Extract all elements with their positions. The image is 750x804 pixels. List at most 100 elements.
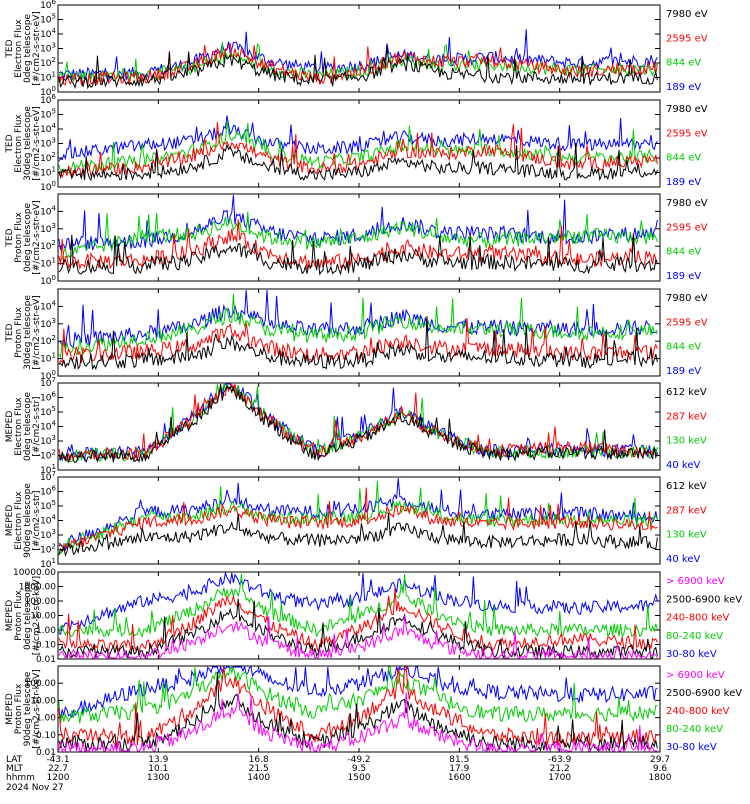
panel-frame xyxy=(57,382,661,471)
series-2595-ev xyxy=(58,219,658,271)
legend-entry: 2595 eV xyxy=(666,128,708,139)
series-844-ev xyxy=(58,293,658,358)
y-axis-label: [#/cm2-s-str-keV] xyxy=(32,576,42,655)
panel-1 xyxy=(57,4,661,93)
x-tick-mlt: 22.7 xyxy=(48,764,68,774)
y-tick-label: 106 xyxy=(40,485,56,498)
y-tick-label: 102 xyxy=(40,449,56,462)
y-axis-label: [#/cm2-s-str] xyxy=(32,490,42,550)
y-axis-label: TED xyxy=(5,228,15,247)
legend-entry: 30-80 keV xyxy=(666,649,717,660)
x-tick-lat: -43.1 xyxy=(46,755,69,765)
y-tick-label: 103 xyxy=(40,528,56,541)
y-axis-label: Electron Flux xyxy=(14,491,24,550)
y-tick-label: 101 xyxy=(40,71,56,84)
y-tick-label: 101 xyxy=(40,557,56,570)
panel-6 xyxy=(57,476,661,565)
panel-5 xyxy=(57,382,661,471)
x-tick-hhmm: 1700 xyxy=(548,773,571,783)
y-tick-label: 101 xyxy=(40,352,56,365)
series-189-ev xyxy=(58,115,658,162)
panel-4 xyxy=(57,288,661,377)
panel-7 xyxy=(57,571,661,660)
legend-entry: 130 keV xyxy=(666,436,707,447)
y-tick-label: 103 xyxy=(40,317,56,330)
x-row-label-hhmm: hhmm xyxy=(6,773,35,783)
legend-entry: 40 keV xyxy=(666,554,700,565)
y-tick-label: 102 xyxy=(40,334,56,347)
y-tick-label: 105 xyxy=(40,13,56,26)
panel-2 xyxy=(57,99,661,188)
y-tick-label: 101 xyxy=(40,257,56,270)
y-tick-label: 0.01 xyxy=(36,748,56,758)
y-axis-label: 90deg telescope xyxy=(23,483,33,558)
y-axis-label: MEPED xyxy=(5,693,15,725)
y-tick-label: 105 xyxy=(40,405,56,418)
x-tick-mlt: 17.9 xyxy=(449,764,469,774)
y-tick-label: 1.00 xyxy=(36,714,56,724)
legend-entry: 7980 eV xyxy=(666,9,708,20)
y-tick-label: 0.10 xyxy=(36,731,56,741)
x-tick-hhmm: 1500 xyxy=(348,773,371,783)
series-612-kev xyxy=(58,383,658,464)
legend-entry: 2595 eV xyxy=(666,222,708,233)
series-30-80-kev xyxy=(58,665,658,719)
series-7980-ev xyxy=(58,316,658,371)
legend-entry: 80-240 keV xyxy=(666,631,723,642)
y-axis-label: Electron Flux xyxy=(14,397,24,456)
panel-8 xyxy=(57,665,661,753)
legend-entry: 30-80 keV xyxy=(666,742,717,753)
x-row-label-mlt: MLT xyxy=(6,764,24,774)
y-tick-label: 105 xyxy=(40,108,56,121)
x-tick-hhmm: 1300 xyxy=(147,773,170,783)
y-tick-label: 104 xyxy=(40,27,56,40)
x-tick-mlt: 21.5 xyxy=(249,764,269,774)
y-tick-label: 103 xyxy=(40,42,56,55)
legend-entry: > 6900 keV xyxy=(666,576,725,587)
panel-frame xyxy=(57,193,661,282)
series-7980-ev xyxy=(58,46,658,90)
y-tick-label: 100 xyxy=(40,180,56,193)
legend-entry: 189 eV xyxy=(666,366,701,377)
legend-entry: 2595 eV xyxy=(666,33,708,44)
x-tick-hhmm: 1800 xyxy=(649,773,672,783)
y-tick-label: 1000.00 xyxy=(19,583,56,593)
legend-entry: 612 keV xyxy=(666,387,707,398)
y-axis-label: Electron Flux xyxy=(14,19,24,78)
y-tick-label: 104 xyxy=(40,420,56,433)
series-240-800-kev xyxy=(58,587,658,654)
series--6900-kev xyxy=(58,615,658,660)
series-2500-6900-kev xyxy=(58,671,658,753)
y-tick-label: 10.00 xyxy=(30,612,56,622)
y-tick-label: 104 xyxy=(40,204,56,217)
legend-entry: 844 eV xyxy=(666,153,701,164)
legend-entry: 844 eV xyxy=(666,247,701,258)
y-tick-label: 100.00 xyxy=(25,679,57,689)
x-tick-mlt: 10.1 xyxy=(148,764,168,774)
y-tick-label: 102 xyxy=(40,56,56,69)
series-80-240-kev xyxy=(58,573,658,638)
y-axis-label: 0deg telescope xyxy=(23,14,33,84)
y-axis-label: [#/cm2-s-str] xyxy=(32,396,42,456)
y-axis-label: TED xyxy=(5,39,15,58)
y-axis-label: MEPED xyxy=(5,505,15,537)
y-tick-label: 106 xyxy=(40,0,56,11)
y-axis-label: [#/cm2-s-str-eV] xyxy=(32,295,42,370)
series-240-800-kev xyxy=(58,666,658,749)
y-tick-label: 104 xyxy=(40,299,56,312)
y-tick-label: 105 xyxy=(40,499,56,512)
series-189-ev xyxy=(58,29,658,82)
y-axis-label: 0deg telescope xyxy=(23,203,33,273)
x-tick-hhmm: 1200 xyxy=(47,773,70,783)
series-844-ev xyxy=(58,211,658,261)
series-40-kev xyxy=(58,383,658,462)
series-30-80-kev xyxy=(58,571,658,636)
y-axis-label: TED xyxy=(5,323,15,342)
y-tick-label: 107 xyxy=(40,376,56,389)
y-tick-label: 102 xyxy=(40,239,56,252)
y-axis-label: 0deg telescope xyxy=(23,581,33,651)
y-tick-label: 106 xyxy=(40,391,56,404)
y-tick-label: 10000.00 xyxy=(13,568,56,578)
y-tick-label: 101 xyxy=(40,463,56,476)
